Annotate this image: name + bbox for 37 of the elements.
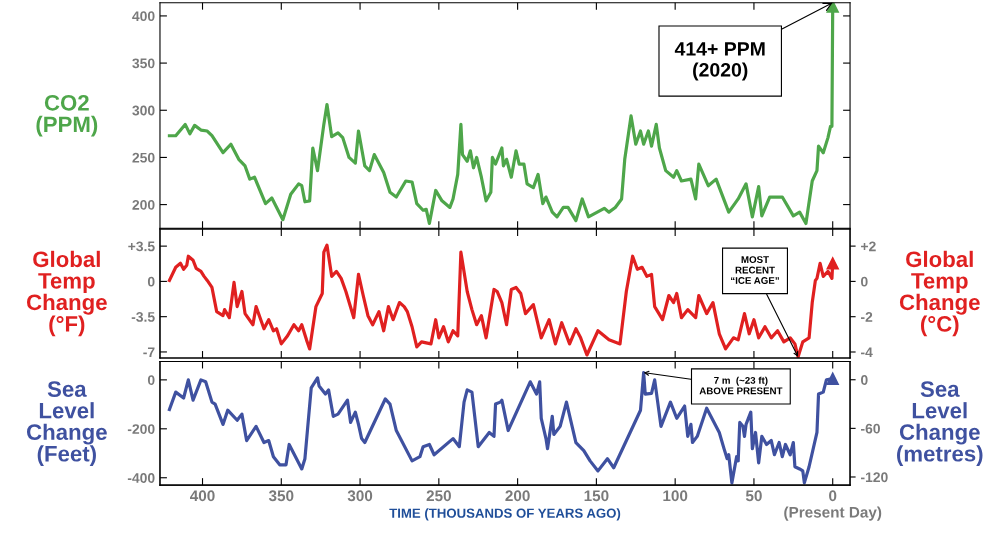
y2-tick-label: -2 bbox=[861, 312, 873, 322]
annotation: MOST RECENT “ICE AGE” bbox=[731, 256, 779, 284]
x-tick-label: 350 bbox=[268, 490, 294, 502]
x-tick-label: 400 bbox=[190, 490, 215, 502]
y-tick-label: 200 bbox=[132, 199, 155, 210]
y-tick-label: -3.5 bbox=[131, 312, 155, 322]
y2-tick-label: -120 bbox=[861, 472, 888, 483]
annotation: 414+ PPM (2020) bbox=[674, 42, 765, 81]
y-axis-title: Sea Level Change (Feet) bbox=[26, 381, 107, 466]
x-tick-label: 250 bbox=[426, 490, 451, 502]
y-axis-title: Global Temp Change (°F) bbox=[26, 250, 107, 337]
y-tick-label: -200 bbox=[127, 424, 155, 434]
x-tick-label: 200 bbox=[505, 490, 530, 502]
y2-tick-label: +2 bbox=[861, 241, 876, 252]
x-axis-title: TIME (THOUSANDS OF YEARS AGO) bbox=[389, 508, 621, 521]
y-tick-label: -400 bbox=[127, 473, 155, 483]
x-tick-label: 100 bbox=[663, 490, 688, 502]
y-axis-title: CO2 (PPM) bbox=[36, 94, 98, 137]
y-tick-label: 0 bbox=[147, 375, 155, 386]
x-tick-label: 300 bbox=[347, 490, 373, 502]
y-tick-label: 250 bbox=[132, 152, 155, 163]
y-tick-label: 400 bbox=[132, 11, 155, 22]
y2-tick-label: 0 bbox=[861, 276, 868, 287]
x-tick-label: 0 (Present Day) bbox=[784, 490, 882, 521]
y2-tick-label: -60 bbox=[861, 423, 880, 434]
y-tick-label: +3.5 bbox=[128, 241, 155, 252]
y2-tick-label: -4 bbox=[861, 347, 873, 358]
x-tick-label: 150 bbox=[584, 490, 609, 502]
y2-axis-title: Sea Level Change (metres) bbox=[897, 381, 983, 466]
annotation: 7 m (~23 ft) ABOVE PRESENT bbox=[699, 376, 783, 395]
y-tick-label: 350 bbox=[132, 58, 155, 69]
y2-tick-label: 0 bbox=[861, 375, 868, 385]
y-tick-label: -7 bbox=[143, 347, 155, 357]
y2-axis-title: Global Temp Change (°C) bbox=[899, 250, 980, 337]
y-tick-label: 300 bbox=[132, 105, 155, 116]
x-tick-label: 50 bbox=[745, 490, 762, 502]
y-tick-label: 0 bbox=[147, 276, 155, 287]
